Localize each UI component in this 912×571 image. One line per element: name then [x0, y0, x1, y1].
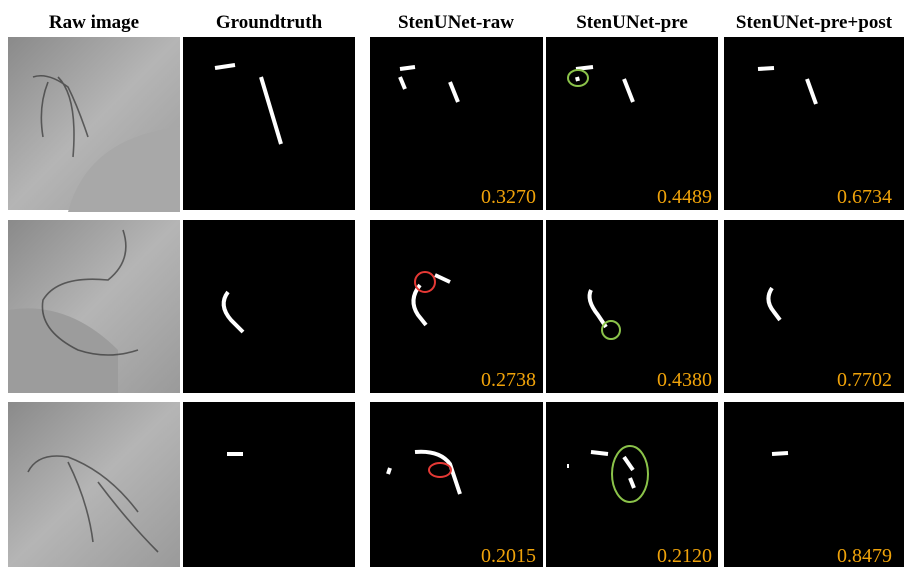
mask [183, 37, 355, 210]
mask: 0.2015 [370, 402, 543, 567]
score: 0.2120 [657, 545, 712, 567]
figure: Raw image Groundtruth StenUNet-raw StenU… [0, 0, 912, 571]
score: 0.2738 [481, 369, 536, 391]
mask: 0.8479 [724, 402, 904, 567]
mask [183, 220, 355, 393]
column-header: Groundtruth [216, 12, 323, 33]
score: 0.4380 [657, 369, 712, 391]
column-header: StenUNet-raw [398, 12, 514, 33]
mask: 0.4380 [546, 220, 718, 393]
column-header: StenUNet-pre [576, 12, 688, 33]
score: 0.4489 [657, 186, 712, 208]
score: 0.2015 [481, 545, 536, 567]
score: 0.6734 [837, 186, 892, 208]
mask [183, 402, 355, 567]
score: 0.3270 [481, 186, 536, 208]
raw-image [8, 220, 180, 393]
mask: 0.4489 [546, 37, 718, 210]
mask: 0.3270 [370, 37, 543, 210]
column-header: Raw image [49, 12, 139, 33]
mask: 0.2738 [370, 220, 543, 393]
raw-image [8, 402, 180, 567]
mask: 0.6734 [724, 37, 904, 210]
raw-image [8, 37, 180, 212]
score: 0.7702 [837, 369, 892, 391]
mask: 0.7702 [724, 220, 904, 393]
mask: 0.2120 [546, 402, 718, 567]
score: 0.8479 [837, 545, 892, 567]
column-header: StenUNet-pre+post [736, 12, 893, 33]
